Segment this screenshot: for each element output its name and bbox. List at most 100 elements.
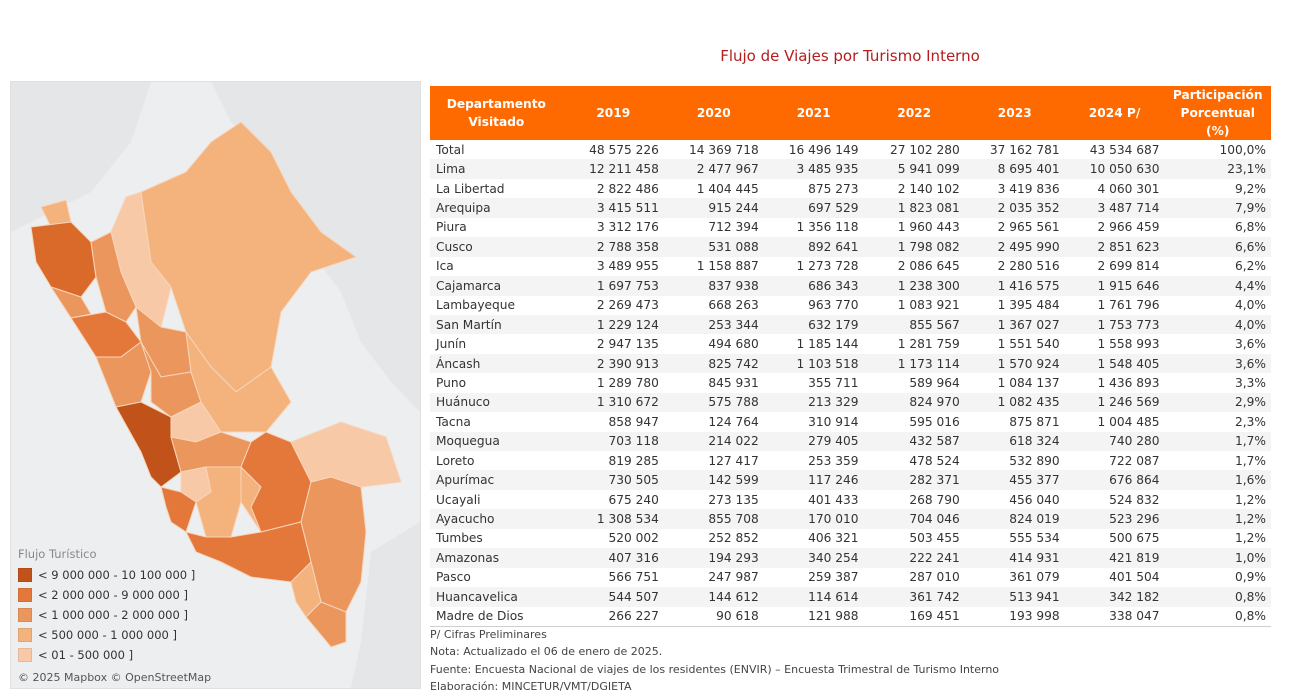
column-header[interactable]: Participación Porcentual (%) (1164, 86, 1271, 140)
table-row[interactable]: Moquegua 703 118 214 022 279 405 432 587 618 … (430, 431, 1271, 451)
value-cell: 531 088 (663, 237, 764, 257)
column-header[interactable]: 2020 (663, 86, 764, 140)
value-cell: 37 162 781 (989, 142, 1060, 157)
table-row[interactable]: Piura 3 312 176 712 394 1 356 118 1 960 443 2… (430, 218, 1271, 237)
value-cell: 48 575 226 (589, 142, 659, 157)
value-cell: 2,3% (1235, 414, 1266, 429)
value-cell: 27 102 280 (890, 142, 960, 157)
column-header[interactable]: 2022 (863, 86, 965, 140)
region-lambayeque (49, 286, 92, 319)
map-attribution[interactable]: © 2025 Mapbox © OpenStreetMap (18, 671, 212, 684)
table-row[interactable]: Áncash 2 390 913 825 742 1 103 518 1 173 114… (430, 353, 1271, 374)
value-cell: 1 558 993 (1097, 337, 1160, 352)
footnote: P/ Cifras Preliminares (430, 628, 547, 641)
value-cell: 361 742 (863, 587, 965, 607)
department-cell: Ayacucho (430, 509, 563, 529)
legend-item[interactable]: < 9 000 000 - 10 100 000 ] (18, 565, 195, 585)
value-cell: 837 938 (663, 276, 764, 296)
region-cajamarca (90, 231, 137, 323)
value-cell: 2 788 358 (562, 237, 664, 257)
legend-item[interactable]: < 2 000 000 - 9 000 000 ] (18, 585, 195, 605)
table-row[interactable]: Cajamarca 1 697 753 837 938 686 343 1 238 30… (430, 276, 1271, 296)
table-row[interactable]: Loreto 819 285 127 417 253 359 478 524 532 89… (430, 451, 1271, 470)
value-cell: 618 324 (964, 431, 1065, 451)
table-row[interactable]: Apurímac 730 505 142 599 117 246 282 371 455 … (430, 470, 1271, 490)
choropleth-map[interactable]: Flujo Turístico < 9 000 000 - 10 100 000… (10, 81, 421, 689)
value-cell: 575 788 (663, 392, 764, 413)
column-header[interactable]: Departamento Visitado (430, 86, 563, 140)
department-cell: Moquegua (430, 431, 563, 451)
value-cell: 595 016 (909, 414, 960, 429)
value-cell: 2 851 623 (1064, 237, 1165, 257)
value-cell: 6,6% (1164, 237, 1271, 257)
table-row[interactable]: Cusco 2 788 358 531 088 892 641 1 798 082 2 4… (430, 237, 1271, 257)
department-cell: Pasco (436, 570, 471, 585)
value-cell: 340 254 (763, 548, 864, 568)
value-cell: 268 790 (909, 492, 960, 507)
legend-item[interactable]: < 01 - 500 000 ] (18, 645, 195, 665)
value-cell: 1 823 081 (863, 198, 965, 218)
legend-item[interactable]: < 500 000 - 1 000 000 ] (18, 625, 195, 645)
value-cell: 170 010 (763, 509, 864, 529)
value-cell: 704 046 (863, 509, 965, 529)
value-cell: 9,2% (1235, 181, 1266, 196)
column-header[interactable]: 2019 (562, 86, 664, 140)
value-cell: 124 764 (708, 414, 759, 429)
table-header-row: Departamento Visitado 2019 2020 2021 2022 202… (430, 86, 1271, 140)
value-cell: 310 914 (808, 414, 859, 429)
value-cell: 3,6% (1235, 337, 1266, 352)
value-cell: 1 082 435 (964, 392, 1065, 413)
value-cell: 566 751 (608, 570, 659, 585)
value-cell: 712 394 (708, 220, 759, 235)
table-row[interactable]: San Martín 1 229 124 253 344 632 179 855 567… (430, 314, 1271, 335)
table-row[interactable]: Pasco 566 751 247 987 259 387 287 010 361 079… (430, 568, 1271, 587)
value-cell: 1 083 921 (897, 298, 960, 313)
table-row[interactable]: Tumbes 520 002 252 852 406 321 503 455 555 53… (430, 529, 1271, 548)
value-cell: 361 079 (1009, 570, 1060, 585)
value-cell: 1 367 027 (964, 314, 1065, 335)
legend-label: < 2 000 000 - 9 000 000 ] (38, 588, 188, 602)
table-row[interactable]: Arequipa 3 415 511 915 244 697 529 1 823 081… (430, 198, 1271, 218)
value-cell: 401 504 (1109, 570, 1160, 585)
value-cell: 1,7% (1164, 431, 1271, 451)
table-row[interactable]: Lima 12 211 458 2 477 967 3 485 935 5 941 09… (430, 159, 1271, 179)
table-row[interactable]: Ayacucho 1 308 534 855 708 170 010 704 046 82… (430, 509, 1271, 529)
table-row[interactable]: Amazonas 407 316 194 293 340 254 222 241 414 … (430, 548, 1271, 568)
map-legend: Flujo Turístico < 9 000 000 - 10 100 000… (18, 547, 195, 665)
table-row[interactable]: Lambayeque 2 269 473 668 263 963 770 1 083 9… (430, 296, 1271, 315)
table-row[interactable]: Ucayali 675 240 273 135 401 433 268 790 456 0… (430, 490, 1271, 509)
value-cell: 252 852 (708, 531, 759, 546)
value-cell: 114 614 (763, 587, 864, 607)
table-row[interactable]: Junín 2 947 135 494 680 1 185 144 1 281 759 1… (430, 334, 1271, 353)
column-header[interactable]: 2021 (763, 86, 864, 140)
value-cell: 1 761 796 (1097, 298, 1160, 313)
department-cell: Ica (436, 259, 454, 274)
data-table: Departamento Visitado 2019 2020 2021 2022 202… (430, 86, 1271, 627)
table-row[interactable]: La Libertad 2 822 486 1 404 445 875 273 2 14… (430, 179, 1271, 198)
legend-item[interactable]: < 1 000 000 - 2 000 000 ] (18, 605, 195, 625)
value-cell: 193 998 (964, 606, 1065, 627)
footnotes: P/ Cifras Preliminares Nota: Actualizado… (430, 626, 999, 695)
table-row[interactable]: Huánuco 1 310 672 575 788 213 329 824 970 1 0… (430, 392, 1271, 413)
table-row[interactable]: Ica 3 489 955 1 158 887 1 273 728 2 086 645 2… (430, 257, 1271, 276)
value-cell: 4,0% (1235, 298, 1266, 313)
table-row[interactable]: Madre de Dios 266 227 90 618 121 988 169 451… (430, 606, 1271, 627)
value-cell: 6,2% (1235, 259, 1266, 274)
department-cell: Huancavelica (430, 587, 563, 607)
value-cell: 478 524 (909, 453, 960, 468)
column-header[interactable]: 2024 P/ (1064, 86, 1165, 140)
table-row[interactable]: Tacna 858 947 124 764 310 914 595 016 875 871… (430, 412, 1271, 431)
value-cell: 3 312 176 (596, 220, 659, 235)
table-row[interactable]: Puno 1 289 780 845 931 355 711 589 964 1 084 … (430, 373, 1271, 392)
department-cell: Áncash (430, 353, 563, 374)
value-cell: 1 158 887 (696, 259, 759, 274)
value-cell: 144 612 (663, 587, 764, 607)
value-cell: 1 570 924 (964, 353, 1065, 374)
table-row[interactable]: Huancavelica 544 507 144 612 114 614 361 742… (430, 587, 1271, 607)
value-cell: 1 960 443 (897, 220, 960, 235)
legend-label: < 9 000 000 - 10 100 000 ] (38, 568, 196, 582)
table-row[interactable]: Total 48 575 226 14 369 718 16 496 149 27 10… (430, 140, 1271, 159)
department-cell: Apurímac (430, 470, 563, 490)
column-header[interactable]: 2023 (964, 86, 1065, 140)
department-cell: Junín (436, 337, 467, 352)
